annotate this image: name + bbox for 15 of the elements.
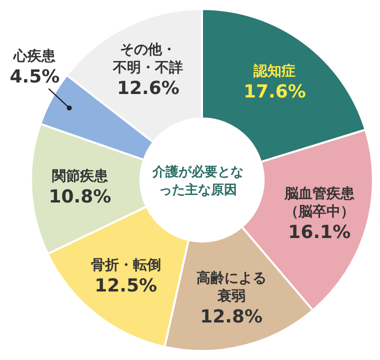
slice-label: 脳血管疾患（脳卒中） <box>283 184 356 220</box>
slice-label: 関節疾患 <box>52 167 109 184</box>
data-label: 4.5% <box>10 66 60 88</box>
slice-label: 認知症 <box>252 62 296 80</box>
slice-label: 骨折・転倒 <box>90 257 161 274</box>
slice-label: 心疾患 <box>12 47 57 64</box>
data-label: 12.5% <box>94 275 158 296</box>
data-label: 12.6% <box>116 78 180 99</box>
slice-label: 高齢による衰弱 <box>196 269 266 304</box>
data-label: 12.8% <box>200 306 263 328</box>
data-label: 16.1% <box>288 222 351 243</box>
data-label: 17.6% <box>243 81 306 102</box>
data-label: 10.8% <box>48 186 112 208</box>
slice-label: その他・不明・不詳 <box>112 42 184 76</box>
text: 介護が必要となった主な原因 <box>151 164 244 200</box>
